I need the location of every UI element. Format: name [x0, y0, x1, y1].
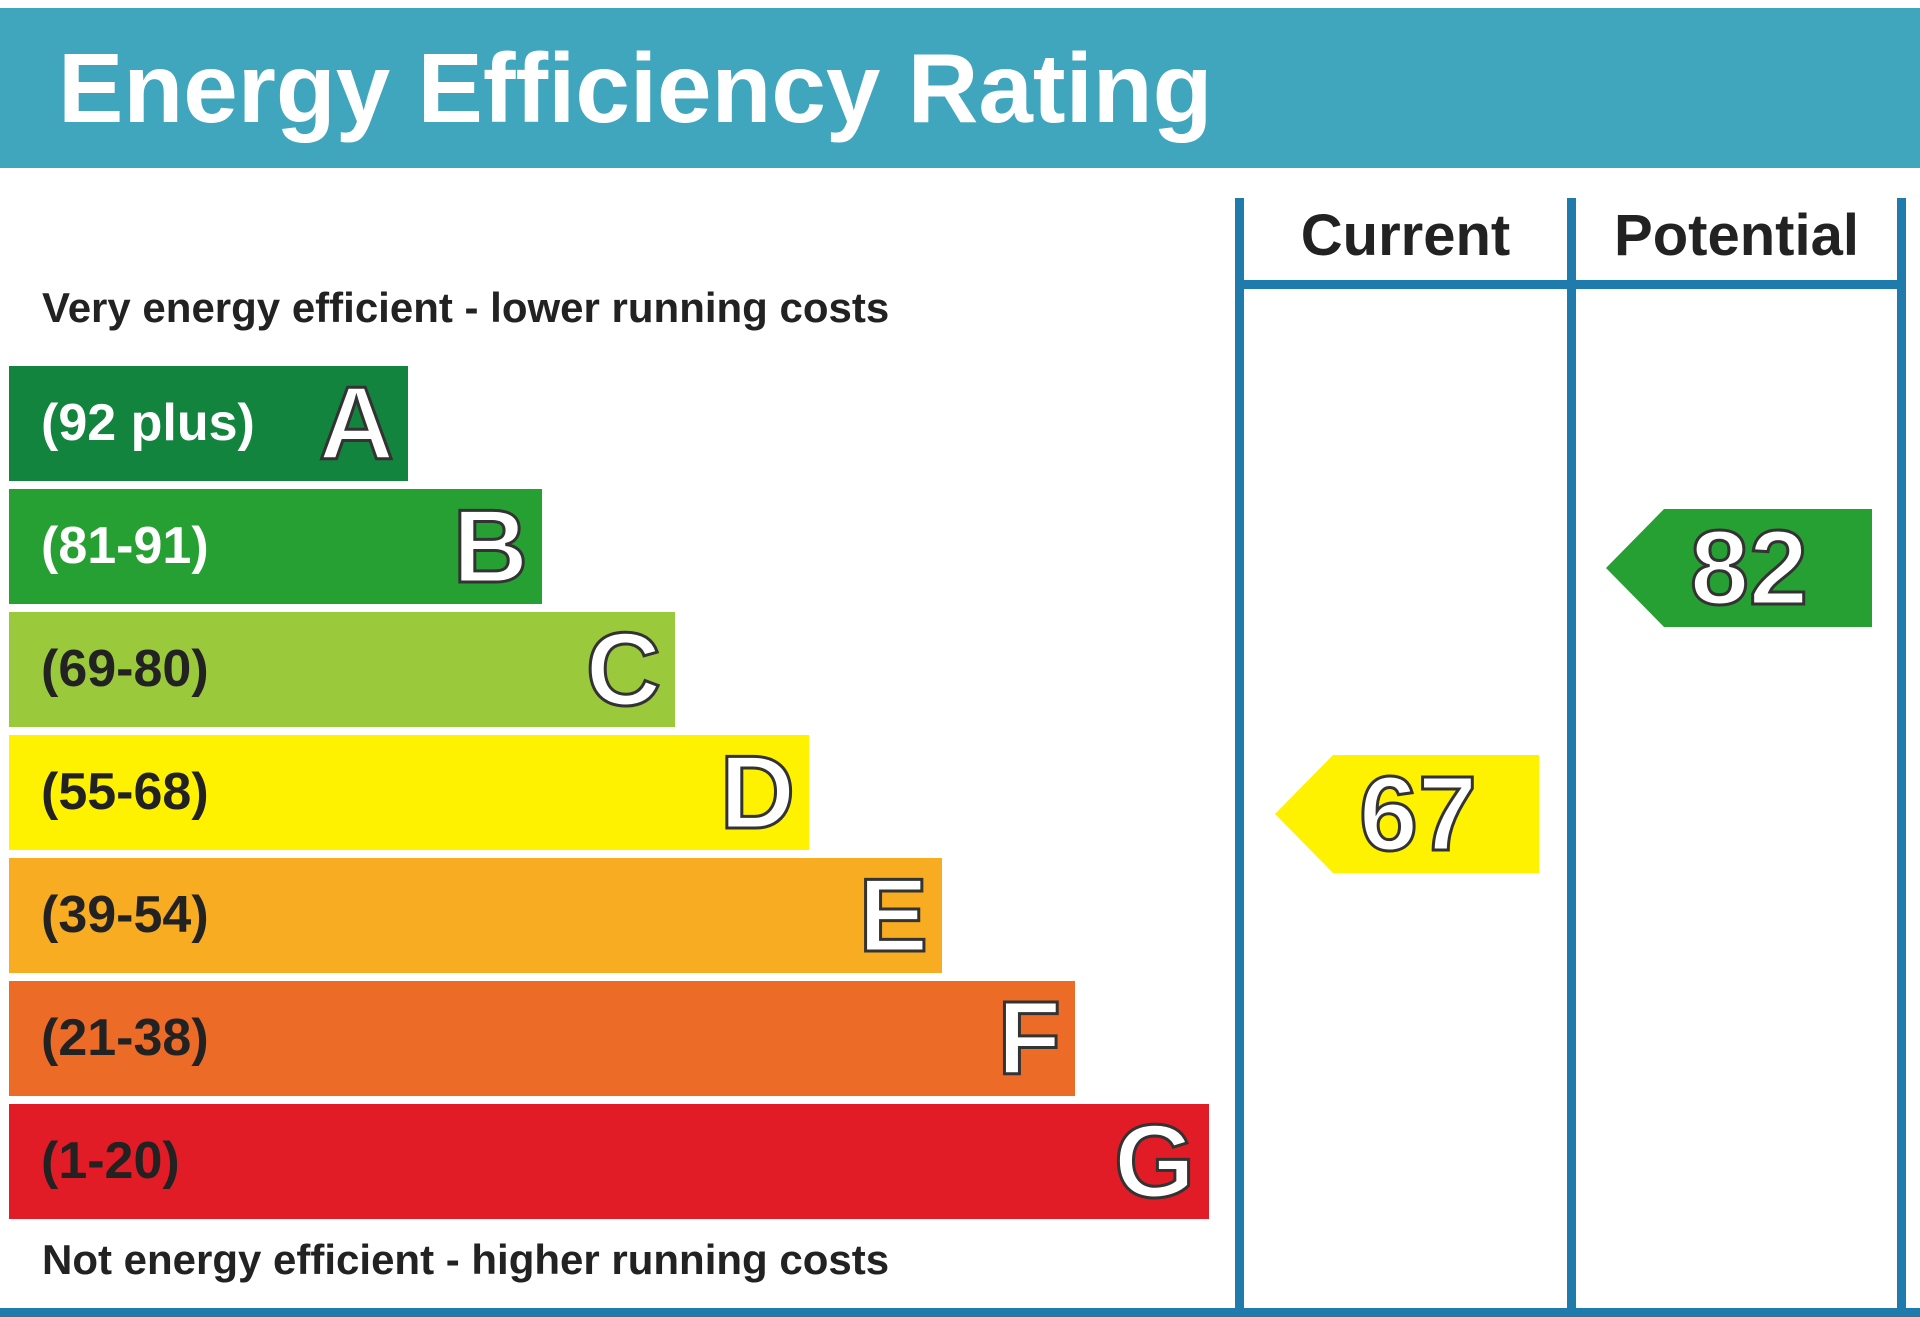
band-range-label: (55-68): [41, 763, 209, 821]
band-range-label: (39-54): [41, 886, 209, 944]
band-d: (55-68) D: [9, 734, 809, 853]
band-letter: F: [996, 980, 1063, 1099]
band-letter: E: [857, 857, 929, 976]
column-header-underline: [1235, 280, 1906, 289]
current-column-header: Current: [1300, 203, 1511, 268]
band-range-label: (92 plus): [41, 394, 255, 452]
title-bar: Energy Efficiency Rating: [0, 8, 1920, 168]
band-letter: G: [1113, 1103, 1197, 1222]
band-f: (21-38) F: [9, 980, 1075, 1099]
band-range-label: (81-91): [41, 517, 209, 575]
frame-line-left: [1235, 198, 1244, 1317]
current-rating-value: 67: [1358, 754, 1479, 875]
potential-rating-value: 82: [1689, 508, 1810, 629]
band-e: (39-54) E: [9, 857, 942, 976]
band-range-label: (69-80): [41, 640, 209, 698]
potential-column-header: Potential: [1614, 203, 1859, 268]
frame-line-right: [1897, 198, 1906, 1317]
bottom-border: [0, 1308, 1920, 1317]
current-rating-arrow: 67: [1275, 754, 1539, 875]
chart-title: Energy Efficiency Rating: [58, 33, 1213, 143]
potential-rating-arrow: 82: [1606, 508, 1872, 629]
band-c: (69-80) C: [9, 611, 675, 730]
very-efficient-label: Very energy efficient - lower running co…: [42, 284, 890, 331]
band-b: (81-91) B: [9, 488, 542, 607]
band-a: (92 plus) A: [9, 365, 408, 484]
potential-arrow-shape: [1606, 509, 1872, 627]
band-letter: A: [317, 365, 395, 484]
band-range-label: (1-20): [41, 1132, 180, 1190]
band-letter: B: [451, 488, 529, 607]
frame-line-middle: [1567, 198, 1576, 1317]
band-letter: D: [718, 734, 796, 853]
not-efficient-label: Not energy efficient - higher running co…: [42, 1236, 890, 1283]
band-range-label: (21-38): [41, 1009, 209, 1067]
band-g: (1-20) G: [9, 1103, 1209, 1222]
band-letter: C: [584, 611, 662, 730]
current-arrow-shape: [1275, 755, 1539, 873]
